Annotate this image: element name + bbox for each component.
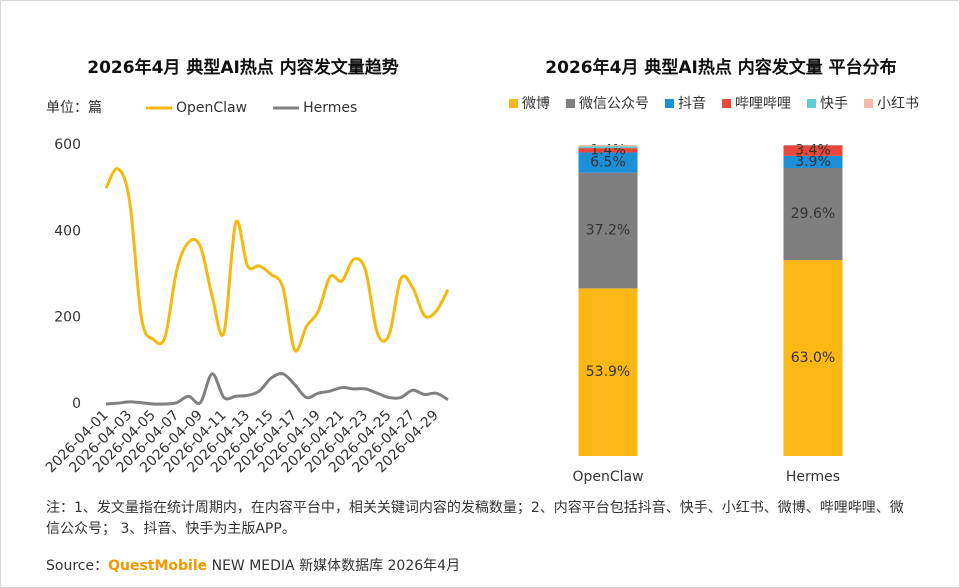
bar-segment [578, 172, 638, 289]
data-label: 3.9% [795, 154, 831, 170]
x-tick-label: Hermes [786, 469, 840, 485]
data-label: 29.6% [791, 206, 835, 222]
legend-label: 小红书 [877, 96, 919, 112]
legend-label: 微信公众号 [579, 96, 649, 112]
legend-label: Hermes [303, 100, 357, 116]
data-label: 63.0% [791, 350, 835, 366]
unit-label: 单位：篇 [46, 100, 102, 116]
charts: 2026年4月 典型AI热点 内容发文量趋势 2026年4月 典型AI热点 内容… [43, 57, 919, 485]
data-label: 3.4% [795, 143, 831, 159]
legend-label: 哔哩哔哩 [735, 96, 791, 112]
footnote: 注：1、发文量指在统计周期内，在内容平台中，相关关键词内容的发稿数量；2、内容平… [46, 500, 904, 537]
bar-segment [783, 145, 843, 156]
legend-swatch [566, 99, 575, 108]
bar-segment [783, 168, 843, 261]
data-label: 1.4% [590, 142, 626, 158]
source: Source：QuestMobile NEW MEDIA 新媒体数据库 2026… [46, 555, 460, 575]
legend-swatch [509, 99, 518, 108]
y-tick-label: 200 [54, 310, 81, 326]
line-series [105, 372, 449, 406]
legend-swatch [807, 99, 816, 108]
source-brand: QuestMobile [108, 558, 208, 574]
legend-swatch [722, 99, 731, 108]
legend-label: OpenClaw [176, 100, 247, 116]
line-series [104, 167, 450, 353]
bar-segment [783, 155, 843, 169]
bar-segment [578, 146, 638, 149]
y-tick-label: 400 [54, 223, 81, 239]
bar-segment [578, 145, 638, 147]
bar-segment [783, 260, 843, 456]
y-tick-label: 0 [72, 396, 81, 412]
source-rest: NEW MEDIA 新媒体数据库 2026年4月 [207, 558, 461, 574]
source-prefix: Source： [46, 558, 109, 574]
legend-label: 抖音 [678, 95, 706, 112]
bar-segment [578, 148, 638, 153]
data-label: 53.9% [586, 364, 630, 380]
data-label: 6.5% [590, 155, 626, 171]
bar-segment [578, 152, 638, 173]
bar-segment [578, 288, 638, 456]
legend-swatch [864, 99, 873, 108]
x-tick-label: OpenClaw [572, 469, 643, 485]
legend-swatch [665, 99, 674, 108]
chart-title: 2026年4月 典型AI热点 内容发文量趋势 [87, 57, 398, 78]
legend-label: 微博 [522, 95, 550, 112]
legend-label: 快手 [820, 96, 848, 112]
data-label: 37.2% [586, 223, 630, 239]
chart-title: 2026年4月 典型AI热点 内容发文量 平台分布 [545, 57, 896, 78]
y-tick-label: 600 [54, 137, 81, 153]
